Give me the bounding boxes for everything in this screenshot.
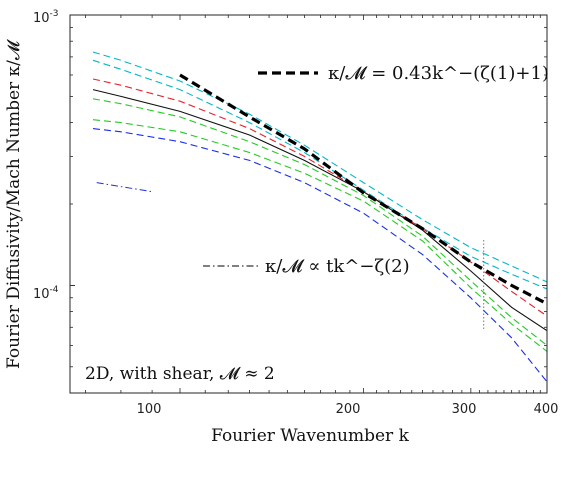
series-line-5 (92, 98, 547, 346)
series-line-2 (92, 59, 547, 290)
plot-area (70, 15, 547, 393)
fit-line (179, 73, 547, 306)
x-axis-label: Fourier Wavenumber k (211, 426, 409, 446)
ytick-label-1e-3: 10-3 (33, 9, 59, 26)
xtick-label-400: 400 (534, 402, 559, 417)
annotation-label: 2D, with shear, 𝓜 ≈ 2 (85, 364, 275, 384)
series-line-7 (92, 128, 547, 383)
ytick-label-1e-4: 10-4 (33, 285, 59, 302)
series-line-1 (92, 51, 547, 283)
series-line-4 (92, 89, 547, 332)
y-axis-label: Fourier Diffusivity/Mach Number κ/𝓜 (4, 39, 24, 369)
xtick-label-200: 200 (336, 402, 361, 417)
xtick-label-100: 100 (137, 402, 162, 417)
legend-label-prop: κ/𝓜 ∝ tk^−ζ(2) (265, 256, 410, 277)
xtick-label-300: 300 (452, 402, 477, 417)
series-line-6 (92, 119, 547, 352)
series-line-3 (92, 78, 547, 317)
prop-line (96, 182, 153, 193)
legend-label-fit: κ/𝓜 = 0.43k^−(ζ(1)+1) (328, 63, 549, 84)
